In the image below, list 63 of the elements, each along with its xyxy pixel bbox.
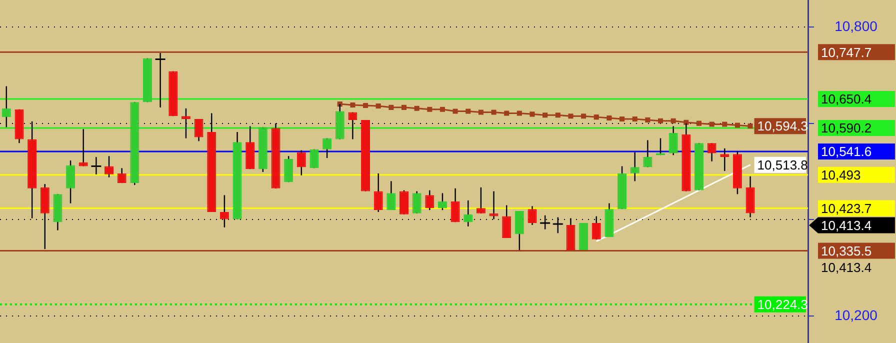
candlestick	[386, 180, 396, 211]
point	[452, 108, 458, 114]
candlestick	[374, 172, 383, 213]
candlestick	[400, 190, 408, 215]
point	[504, 110, 510, 116]
ref-line-label: 10,423.7	[821, 200, 872, 216]
ref-line-label: 10,541.6	[821, 144, 872, 160]
point	[478, 110, 484, 115]
point	[709, 122, 714, 127]
point	[555, 112, 560, 118]
candlestick	[668, 126, 678, 156]
candlestick	[2, 86, 11, 128]
candlestick	[630, 152, 640, 182]
candlestick	[566, 218, 576, 251]
candlestick	[66, 160, 76, 204]
candlestick	[284, 155, 294, 183]
point	[516, 110, 522, 116]
point	[581, 114, 586, 119]
point	[414, 106, 420, 111]
point	[376, 103, 381, 108]
point	[696, 120, 702, 126]
point	[632, 116, 638, 122]
y-tick-label: 10,200	[834, 306, 878, 323]
candlestick	[707, 142, 716, 162]
point	[658, 118, 664, 124]
candlestick	[104, 155, 114, 178]
point	[594, 114, 599, 120]
ref-line-label: 10,590.2	[821, 120, 872, 136]
point	[427, 106, 432, 112]
candlestick	[514, 210, 524, 251]
point	[645, 117, 650, 122]
ref-line-label: 10,335.5	[821, 243, 872, 258]
point	[684, 120, 689, 125]
text: 10,413.4	[821, 218, 872, 233]
point	[620, 116, 625, 122]
candlestick	[412, 190, 422, 214]
point	[568, 114, 574, 119]
ref-line-label: 10,650.4	[821, 92, 872, 107]
candlestick	[720, 148, 730, 172]
text: 10,413.4	[821, 260, 872, 275]
point	[734, 122, 740, 128]
point	[542, 112, 548, 118]
point	[722, 122, 728, 127]
ref-line-label: 10,747.7	[821, 44, 872, 60]
candlestick	[438, 192, 447, 211]
candlestick	[502, 204, 512, 239]
point	[491, 110, 496, 115]
point	[530, 112, 535, 117]
point	[606, 116, 612, 121]
point	[440, 106, 445, 112]
ref-line-label: 10,493	[821, 167, 861, 182]
y-tick-label: 10,800	[834, 18, 878, 34]
point	[466, 108, 471, 114]
point	[388, 104, 394, 110]
point	[670, 118, 676, 124]
data-label: 10,513.8	[757, 157, 808, 172]
point	[350, 102, 356, 108]
point	[401, 104, 407, 110]
point	[748, 124, 753, 129]
point	[363, 102, 368, 108]
candlestick	[643, 140, 652, 168]
candlestick	[476, 186, 486, 214]
candlestick	[489, 190, 498, 220]
